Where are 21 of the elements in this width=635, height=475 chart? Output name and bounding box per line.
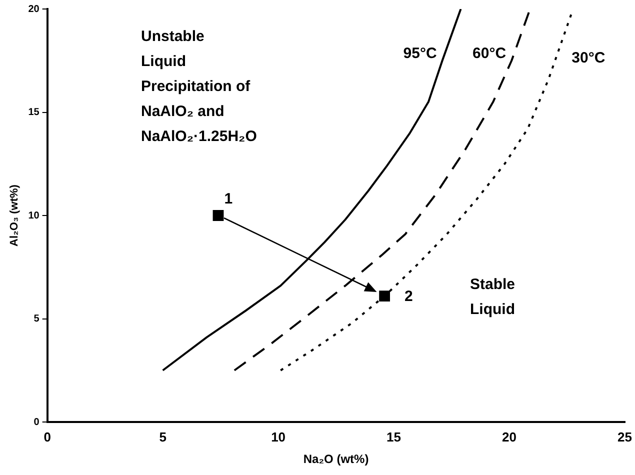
annotation: Stable Liquid — [470, 276, 516, 318]
y-tick-label: 15 — [28, 107, 40, 118]
line-series — [280, 12, 573, 372]
y-tick-label: 20 — [28, 4, 40, 15]
y-tick-label: 5 — [34, 314, 40, 324]
y-axis-title: Al₂O₃ (wt%) — [8, 184, 21, 246]
x-tick-label: 25 — [618, 429, 632, 444]
x-tick-label: 5 — [159, 429, 166, 444]
annotation: 1 — [224, 190, 233, 208]
x-axis-title: Na₂O (wt%) — [303, 452, 369, 466]
series-label: 95°C — [403, 45, 437, 62]
y-tick-label: 0 — [34, 416, 40, 428]
y-tick-label: 10 — [28, 210, 40, 222]
annotation: Unstable Liquid Precipitation of NaAlO₂ and NaAlO₂·1.25H₂O — [141, 28, 258, 146]
series-label: 30°C — [572, 49, 606, 66]
annotation: 2 — [404, 288, 413, 306]
x-tick-label: 15 — [386, 429, 402, 444]
x-tick-label: 10 — [271, 429, 286, 444]
series-label: 60°C — [472, 45, 506, 62]
x-tick-label: 20 — [502, 429, 517, 444]
x-tick-label: 0 — [44, 429, 51, 444]
